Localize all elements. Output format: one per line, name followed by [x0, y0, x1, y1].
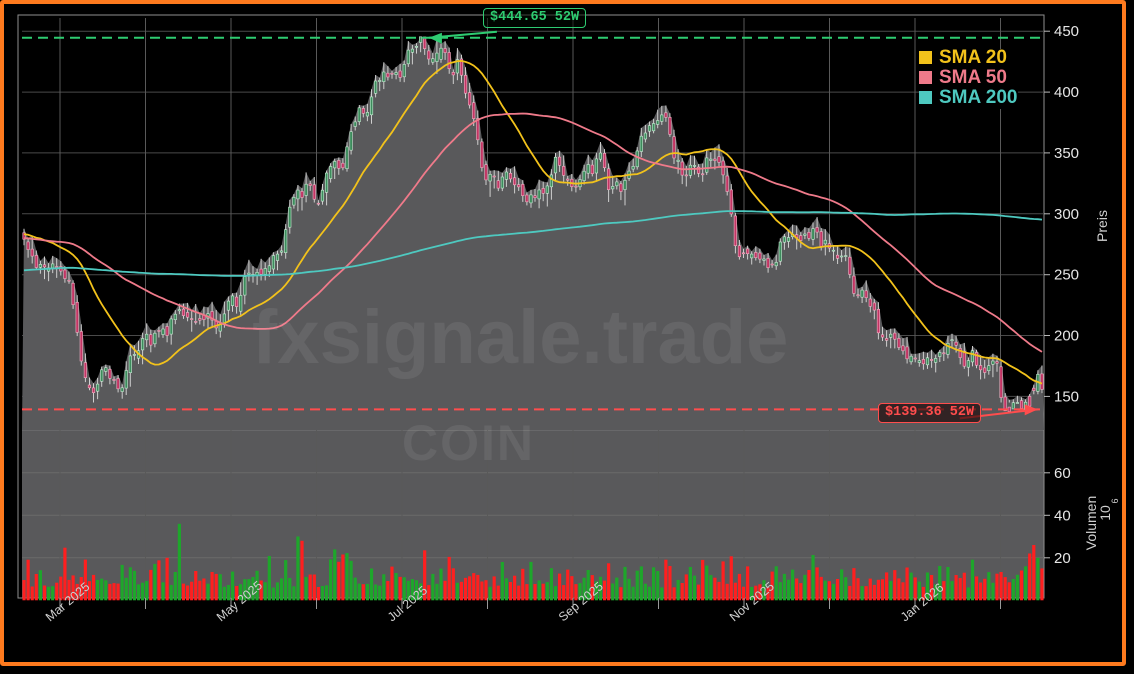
svg-text:200: 200	[1054, 328, 1079, 345]
svg-text:250: 250	[1054, 267, 1079, 284]
svg-text:Preis: Preis	[1094, 210, 1110, 242]
svg-text:20: 20	[1054, 550, 1071, 567]
svg-text:60: 60	[1054, 465, 1071, 482]
svg-text:300: 300	[1054, 206, 1079, 223]
svg-text:40: 40	[1054, 507, 1071, 524]
svg-text:10: 10	[1097, 505, 1113, 521]
svg-text:6: 6	[1110, 498, 1120, 503]
svg-text:Volumen: Volumen	[1083, 496, 1099, 550]
svg-text:400: 400	[1054, 84, 1079, 101]
svg-text:150: 150	[1054, 388, 1079, 405]
svg-text:350: 350	[1054, 145, 1079, 162]
svg-text:450: 450	[1054, 23, 1079, 40]
